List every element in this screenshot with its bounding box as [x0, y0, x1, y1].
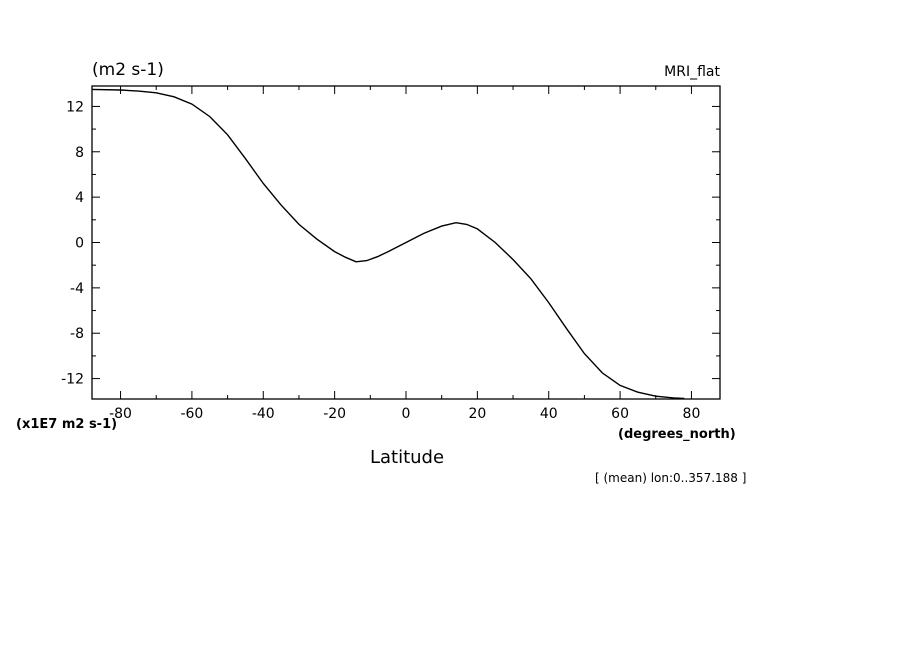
scale-label: (x1E7 m2 s-1) — [16, 417, 117, 432]
y-tick-label: 8 — [75, 145, 84, 161]
x-tick-label: -20 — [323, 406, 346, 422]
x-tick-label: 60 — [611, 406, 629, 422]
x-axis-label: Latitude — [370, 447, 444, 468]
y-tick-label: 12 — [66, 99, 84, 115]
y-tick-label: 0 — [75, 236, 84, 252]
x-tick-label: 40 — [540, 406, 558, 422]
x-tick-label: -80 — [109, 406, 132, 422]
model-label: MRI_flat — [664, 64, 720, 80]
y-tick-label: 4 — [75, 190, 84, 206]
axis-ticks — [92, 86, 720, 399]
x-unit-label: (degrees_north) — [618, 427, 736, 442]
series-line — [91, 88, 685, 400]
chart-title: (m2 s-1) — [92, 60, 164, 80]
footnote: [ (mean) lon:0..357.188 ] — [595, 471, 746, 485]
y-tick-label: -8 — [70, 326, 84, 342]
x-tick-label: -40 — [252, 406, 275, 422]
y-tick-label: -12 — [61, 372, 84, 388]
x-tick-label: 0 — [402, 406, 411, 422]
y-tick-label: -4 — [70, 281, 84, 297]
y-tick-labels: -12 -8 -4 0 4 8 12 — [61, 99, 84, 387]
x-tick-label: 80 — [683, 406, 701, 422]
x-tick-label: -60 — [180, 406, 203, 422]
x-tick-labels: -80 -60 -40 -20 0 20 40 60 80 — [109, 406, 700, 422]
x-tick-label: 20 — [468, 406, 486, 422]
